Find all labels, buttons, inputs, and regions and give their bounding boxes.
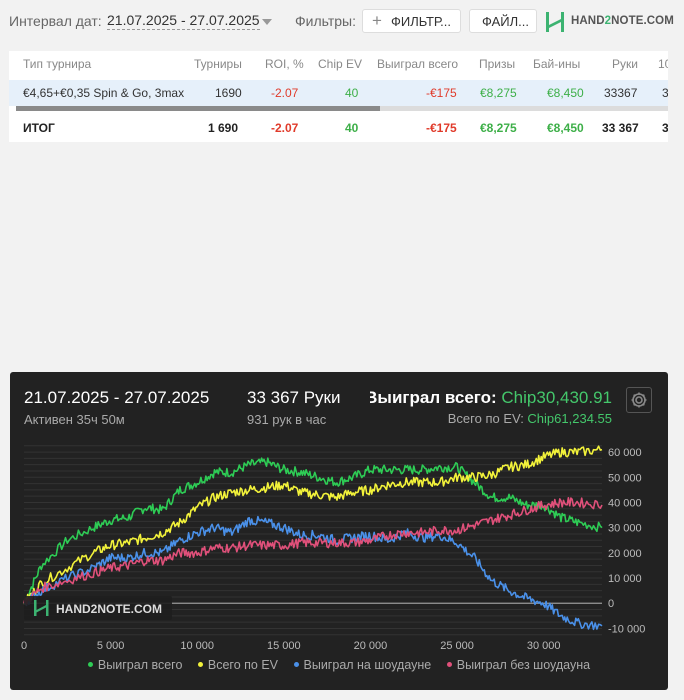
interval-label: Интервал дат: <box>9 13 102 29</box>
table-cell: €8,275 <box>480 86 517 100</box>
legend-item[interactable]: Выиграл всего <box>87 658 183 672</box>
column-header[interactable]: Тип турнира <box>23 57 92 71</box>
x-tick-label: 5 000 <box>97 640 125 652</box>
table-cell: 1690 <box>215 86 242 100</box>
table-cell: 40 <box>345 86 359 100</box>
legend-dot <box>197 662 203 668</box>
active-time: Активен 35ч 50м <box>24 412 125 427</box>
table-row[interactable]: €4,65+€0,35 Spin & Go, 3max 1690 -2.07 4… <box>9 80 668 106</box>
column-header[interactable]: 10 <box>658 57 668 71</box>
graph-settings-button[interactable] <box>626 387 652 413</box>
total-cell: 33 367 <box>602 121 639 135</box>
column-header[interactable]: Chip EV <box>318 57 363 71</box>
graph-panel: 21.07.2025 - 27.07.2025 Активен 35ч 50м … <box>10 372 668 690</box>
profit-graph[interactable]: 60 000 50 000 40 000 30 000 20 000 10 000 0 -10… <box>10 434 668 656</box>
series-line-1 <box>23 457 603 604</box>
hand2note-watermark-icon <box>34 600 49 616</box>
table-header: Тип турнира Турниры ROI, % Chip EV Выигр… <box>9 51 668 77</box>
total-cell: 3 <box>662 121 668 135</box>
hands-count: 33 367 Руки <box>247 388 341 407</box>
x-tick-label: 25 000 <box>440 640 474 652</box>
x-tick-label: 15 000 <box>267 640 301 652</box>
column-header[interactable]: Бай-ины <box>533 57 581 71</box>
tournament-table: Тип турнира Турниры ROI, % Chip EV Выигр… <box>9 51 668 142</box>
total-cell: 40 <box>345 121 359 135</box>
x-tick-label: 30 000 <box>527 640 561 652</box>
add-filter-label: ФИЛЬТР... <box>391 14 451 29</box>
y-tick-label: 20 000 <box>608 548 642 560</box>
total-cell: -2.07 <box>271 121 299 135</box>
ev-total: Всего по EV: Chip61,234.55 <box>370 410 612 428</box>
file-button-label: ФАЙЛ... <box>482 14 529 29</box>
total-cell: -€175 <box>426 121 457 135</box>
plus-icon: + <box>372 11 382 30</box>
y-tick-label: 60 000 <box>608 447 642 459</box>
legend-label: Выиграл на шоудауне <box>303 658 432 672</box>
table-cell: -€175 <box>426 86 457 100</box>
x-tick-label: 0 <box>21 640 27 652</box>
graph-date-range: 21.07.2025 - 27.07.2025 <box>24 388 210 407</box>
column-header[interactable]: Выиграл всего <box>377 57 459 71</box>
series-line-2 <box>23 445 603 605</box>
legend-label: Всего по EV <box>207 658 279 672</box>
table-cell: 33367 <box>604 86 638 100</box>
file-button[interactable]: ФАЙЛ... <box>469 9 537 33</box>
won-total-label: Выиграл всего: <box>370 388 502 407</box>
won-total: Выиграл всего: Chip30,430.91 <box>370 386 612 408</box>
chart-legend: Выиграл всего Всего по EV Выиграл на шоу… <box>10 658 668 672</box>
y-tick-label: 0 <box>608 598 614 610</box>
series-line-4 <box>23 497 603 605</box>
legend-item[interactable]: Выиграл на шоудауне <box>293 658 432 672</box>
logo-text: HAND2NOTE.COM <box>571 15 674 27</box>
legend-label: Выиграл всего <box>97 658 183 672</box>
y-tick-label: 30 000 <box>608 523 642 535</box>
hand2note-logo-icon <box>546 12 564 32</box>
legend-label: Выиграл без шоудауна <box>456 658 591 672</box>
legend-dot <box>293 662 299 668</box>
column-header[interactable]: Руки <box>612 57 638 71</box>
chevron-down-icon[interactable] <box>262 19 272 25</box>
total-cell: €8,275 <box>480 121 517 135</box>
add-filter-button[interactable]: + ФИЛЬТР... <box>362 9 461 33</box>
y-tick-label: 10 000 <box>608 573 642 585</box>
table-cell: -2.07 <box>271 86 299 100</box>
watermark-text: HAND2NOTE.COM <box>56 602 162 616</box>
total-cell: 1 690 <box>208 121 239 135</box>
hands-per-hour: 931 рук в час <box>247 412 327 427</box>
won-total-value: Chip30,430.91 <box>501 388 612 407</box>
horizontal-scrollbar[interactable] <box>16 106 668 111</box>
table-cell: €8,450 <box>547 86 584 100</box>
scrollbar-thumb[interactable] <box>16 106 380 111</box>
gear-icon <box>631 392 647 408</box>
column-header[interactable]: ROI, % <box>265 57 304 71</box>
column-header[interactable]: Турниры <box>194 57 242 71</box>
ev-total-label: Всего по EV: <box>447 411 528 426</box>
column-header[interactable]: Призы <box>479 57 516 71</box>
legend-dot <box>446 662 452 668</box>
legend-item[interactable]: Выиграл без шоудауна <box>446 658 591 672</box>
legend-item[interactable]: Всего по EV <box>197 658 279 672</box>
total-cell: ИТОГ <box>23 121 55 135</box>
filters-label: Фильтры: <box>295 13 356 29</box>
y-tick-label: 50 000 <box>608 472 642 484</box>
legend-dot <box>87 662 93 668</box>
interval-selector[interactable]: 21.07.2025 - 27.07.2025 <box>107 12 260 30</box>
total-cell: €8,450 <box>547 121 584 135</box>
x-tick-label: 20 000 <box>354 640 388 652</box>
table-cell: €4,65+€0,35 Spin & Go, 3max <box>23 86 185 100</box>
y-tick-label: -10 000 <box>608 623 645 635</box>
top-toolbar: Интервал дат: 21.07.2025 - 27.07.2025 Фи… <box>0 0 684 44</box>
chart-watermark: HAND2NOTE.COM <box>24 596 172 620</box>
series-line-3 <box>23 515 603 631</box>
table-cell: 3 <box>662 86 668 100</box>
ev-total-value: Chip61,234.55 <box>527 411 612 426</box>
y-tick-label: 40 000 <box>608 497 642 509</box>
table-total-row: ИТОГ 1 690 -2.07 40 -€175 €8,275 €8,450 … <box>9 115 668 141</box>
x-tick-label: 10 000 <box>180 640 214 652</box>
